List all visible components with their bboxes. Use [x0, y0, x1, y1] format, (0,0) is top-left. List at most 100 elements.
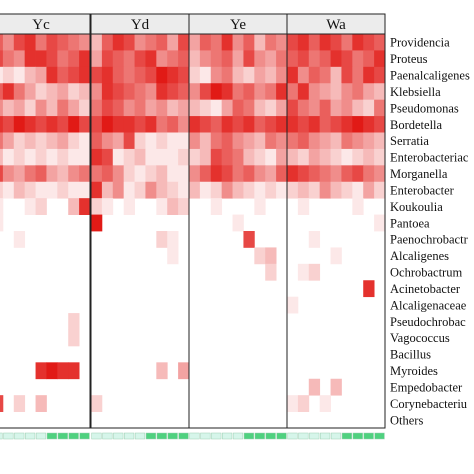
heatmap-cell: [374, 50, 386, 68]
heatmap-cell: [297, 395, 310, 412]
heatmap-cell: [232, 165, 244, 183]
row-label: Proteus: [390, 52, 428, 66]
heatmap-cell: [68, 50, 80, 68]
heatmap-cell: [374, 66, 386, 84]
sample-color-cell: [57, 432, 68, 440]
heatmap-cell: [13, 181, 26, 199]
sample-color-cell: [276, 432, 287, 440]
sample-color-cell: [124, 432, 135, 440]
heatmap-cell: [243, 148, 255, 166]
heatmap-cell: [2, 165, 15, 183]
heatmap-cell: [2, 116, 15, 133]
sample-color-cell: [145, 432, 156, 440]
heatmap-cell: [79, 132, 91, 150]
heatmap-cell: [2, 99, 15, 117]
heatmap-cell: [341, 181, 353, 199]
sample-color-cell: [200, 432, 211, 440]
heatmap-cell: [319, 132, 331, 150]
group-panel-frame: [286, 13, 386, 429]
heatmap-cell: [2, 66, 15, 84]
heatmap-cell: [101, 165, 114, 183]
heatmap-cell: [46, 99, 58, 117]
heatmap-cell: [308, 132, 321, 150]
heatmap-cell: [101, 50, 114, 68]
heatmap-cell: [57, 83, 69, 101]
heatmap-cell: [254, 198, 266, 215]
heatmap-cell: [134, 66, 146, 84]
heatmap-cell: [112, 165, 125, 183]
heatmap-cell: [145, 83, 157, 101]
heatmap-cell: [276, 66, 288, 84]
heatmap-cell: [319, 34, 331, 51]
heatmap-cell: [79, 34, 91, 51]
heatmap-cell: [243, 34, 255, 51]
heatmap-cell: [145, 34, 157, 51]
sample-color-cell: [320, 432, 331, 440]
heatmap-cell: [24, 99, 36, 117]
heatmap-cell: [352, 83, 364, 101]
row-label: Bordetella: [390, 118, 443, 132]
sample-color-cell: [363, 432, 374, 440]
heatmap-cell: [91, 165, 103, 183]
heatmap-cell: [123, 34, 135, 51]
heatmap-cell: [254, 165, 266, 183]
heatmap-cell: [265, 148, 277, 166]
sample-color-cell: [178, 432, 189, 440]
heatmap-cell: [68, 99, 80, 117]
heatmap-cell: [276, 181, 288, 199]
heatmap-cell: [2, 132, 15, 150]
heatmap-cell: [134, 99, 146, 117]
heatmap-cell: [330, 247, 342, 265]
heatmap-cell: [68, 34, 80, 51]
heatmap-cell: [374, 83, 386, 101]
heatmap-cell: [2, 50, 15, 68]
heatmap-cell: [330, 83, 342, 101]
heatmap-cell: [265, 132, 277, 150]
heatmap-cell: [243, 181, 255, 199]
heatmap-cell: [24, 165, 36, 183]
heatmap-cell: [91, 395, 103, 412]
heatmap-cell: [24, 34, 36, 51]
heatmap-cell: [232, 181, 244, 199]
group-header-label: Yc: [32, 17, 50, 33]
heatmap-cell: [319, 66, 331, 84]
row-label: Enterobacter: [390, 183, 455, 197]
heatmap-cell: [46, 362, 58, 380]
heatmap-cell: [101, 148, 114, 166]
heatmap-cell: [35, 198, 47, 215]
heatmap-cell: [145, 132, 157, 150]
heatmap-cell: [68, 165, 80, 183]
heatmap-cell: [35, 50, 47, 68]
heatmap-cell: [297, 263, 310, 281]
heatmap-cell: [57, 116, 69, 133]
heatmap-cell: [178, 116, 190, 133]
heatmap-cell: [287, 116, 299, 133]
heatmap-cell: [374, 34, 386, 51]
heatmap-cell: [13, 231, 26, 248]
heatmap-cell: [287, 148, 299, 166]
heatmap-cell: [341, 34, 353, 51]
heatmap-cell: [167, 50, 179, 68]
heatmap-cell: [189, 66, 201, 84]
heatmap-cell: [297, 83, 310, 101]
heatmap-cell: [319, 116, 331, 133]
heatmap-cell: [178, 132, 190, 150]
heatmap-cell: [123, 165, 135, 183]
heatmap-cell: [232, 99, 244, 117]
heatmap-cell: [352, 99, 364, 117]
heatmap-cell: [0, 132, 4, 150]
heatmap-cell: [352, 50, 364, 68]
heatmap-cell: [199, 50, 212, 68]
heatmap-cell: [297, 132, 310, 150]
row-label: Vagococcus: [390, 331, 450, 345]
group-header-bg: [0, 14, 90, 34]
heatmap-cell: [232, 148, 244, 166]
heatmap-cell: [112, 181, 125, 199]
heatmap-cell: [35, 132, 47, 150]
heatmap-cell: [57, 99, 69, 117]
heatmap-cell: [189, 50, 201, 68]
heatmap-cell: [178, 99, 190, 117]
heatmap-cell: [254, 148, 266, 166]
heatmap-cell: [189, 83, 201, 101]
heatmap-cell: [145, 181, 157, 199]
